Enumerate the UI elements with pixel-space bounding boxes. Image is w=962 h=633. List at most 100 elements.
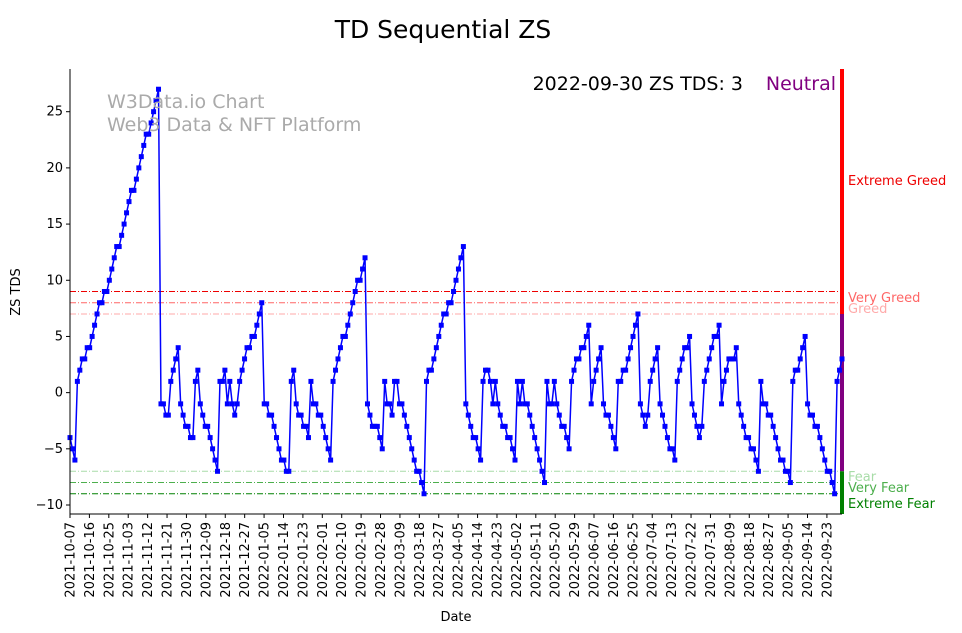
x-tick-label: 2022-06-25: [626, 522, 641, 598]
data-point: [519, 378, 525, 384]
data-point: [566, 446, 572, 452]
x-tick-label: 2022-07-31: [704, 522, 719, 598]
data-point: [451, 289, 457, 294]
data-point: [719, 401, 725, 407]
data-point: [116, 244, 122, 250]
data-point: [219, 378, 225, 384]
data-point: [227, 378, 233, 384]
data-point: [699, 423, 705, 429]
data-point: [478, 457, 484, 463]
x-tick-label: 2022-03-27: [432, 522, 447, 598]
data-point: [333, 367, 339, 373]
data-point: [556, 412, 562, 418]
y-tick-label: 10: [46, 273, 63, 288]
data-point: [153, 97, 159, 103]
data-point: [704, 367, 710, 373]
data-point: [156, 86, 162, 92]
data-point: [352, 289, 358, 294]
data-point: [532, 435, 538, 441]
data-point: [448, 300, 454, 306]
data-point: [210, 446, 216, 452]
data-point: [613, 446, 619, 452]
data-point: [374, 423, 380, 429]
data-point: [224, 401, 230, 407]
data-point: [367, 412, 373, 418]
data-point: [714, 333, 720, 339]
data-point: [517, 401, 523, 407]
x-tick-label: 2022-01-05: [258, 522, 273, 598]
y-axis-ticks: −10 −5 0 5 10 15 20 25: [36, 105, 70, 513]
data-point: [677, 367, 683, 373]
data-point: [121, 221, 127, 227]
x-tick-label: 2022-04-14: [471, 522, 486, 598]
data-point: [416, 468, 422, 474]
data-point: [814, 423, 820, 429]
data-point: [652, 356, 658, 362]
data-point: [787, 480, 793, 486]
data-point: [487, 378, 493, 384]
data-point: [672, 457, 678, 463]
data-point: [419, 480, 425, 486]
data-point: [468, 423, 474, 429]
data-point: [259, 300, 265, 306]
data-point: [822, 457, 828, 463]
data-point: [357, 277, 363, 283]
data-point: [618, 378, 624, 384]
data-point: [640, 412, 646, 418]
data-point: [377, 435, 383, 441]
data-point: [303, 423, 309, 429]
status-date: 2022-09-30: [533, 73, 643, 95]
data-point: [581, 345, 587, 351]
data-point: [394, 378, 400, 384]
threshold-label: Extreme Greed: [848, 174, 946, 189]
x-tick-label: 2022-05-20: [549, 522, 564, 598]
data-point: [298, 412, 304, 418]
data-point: [190, 435, 196, 441]
data-point: [701, 378, 707, 384]
data-point: [131, 187, 137, 193]
x-tick-label: 2022-03-09: [393, 522, 408, 598]
data-point: [77, 367, 83, 373]
data-point: [696, 435, 702, 441]
data-point: [569, 378, 575, 384]
y-tick-label: 20: [46, 161, 63, 176]
data-point: [234, 401, 240, 407]
data-point: [389, 412, 395, 418]
data-point: [328, 457, 334, 463]
data-point: [623, 367, 629, 373]
data-point: [325, 446, 331, 452]
data-point: [109, 266, 115, 272]
threshold-label: Extreme Fear: [848, 497, 936, 512]
data-point: [684, 345, 690, 351]
x-tick-label: 2022-06-07: [588, 522, 603, 598]
data-point: [291, 367, 297, 373]
data-point: [819, 446, 825, 452]
data-point: [256, 311, 262, 317]
data-point: [706, 356, 712, 362]
data-point: [669, 446, 675, 452]
data-point: [89, 333, 95, 339]
data-point: [485, 367, 491, 373]
data-point: [662, 423, 668, 429]
data-point: [271, 423, 277, 429]
data-point: [318, 412, 324, 418]
data-point: [350, 300, 356, 306]
x-tick-label: 2022-01-14: [277, 522, 292, 598]
data-point: [308, 378, 314, 384]
data-point: [207, 435, 213, 441]
data-point: [106, 277, 112, 283]
data-point: [809, 412, 815, 418]
data-point: [465, 412, 471, 418]
data-point: [773, 435, 779, 441]
data-point: [74, 378, 80, 384]
x-tick-label: 2021-11-12: [141, 522, 156, 598]
data-point: [173, 356, 179, 362]
threshold-label: Very Fear: [848, 481, 910, 496]
data-point: [94, 311, 100, 317]
data-point: [229, 401, 235, 407]
data-point: [586, 322, 592, 328]
data-point: [136, 165, 142, 171]
data-point: [601, 401, 607, 407]
x-tick-label: 2022-05-02: [510, 522, 525, 598]
